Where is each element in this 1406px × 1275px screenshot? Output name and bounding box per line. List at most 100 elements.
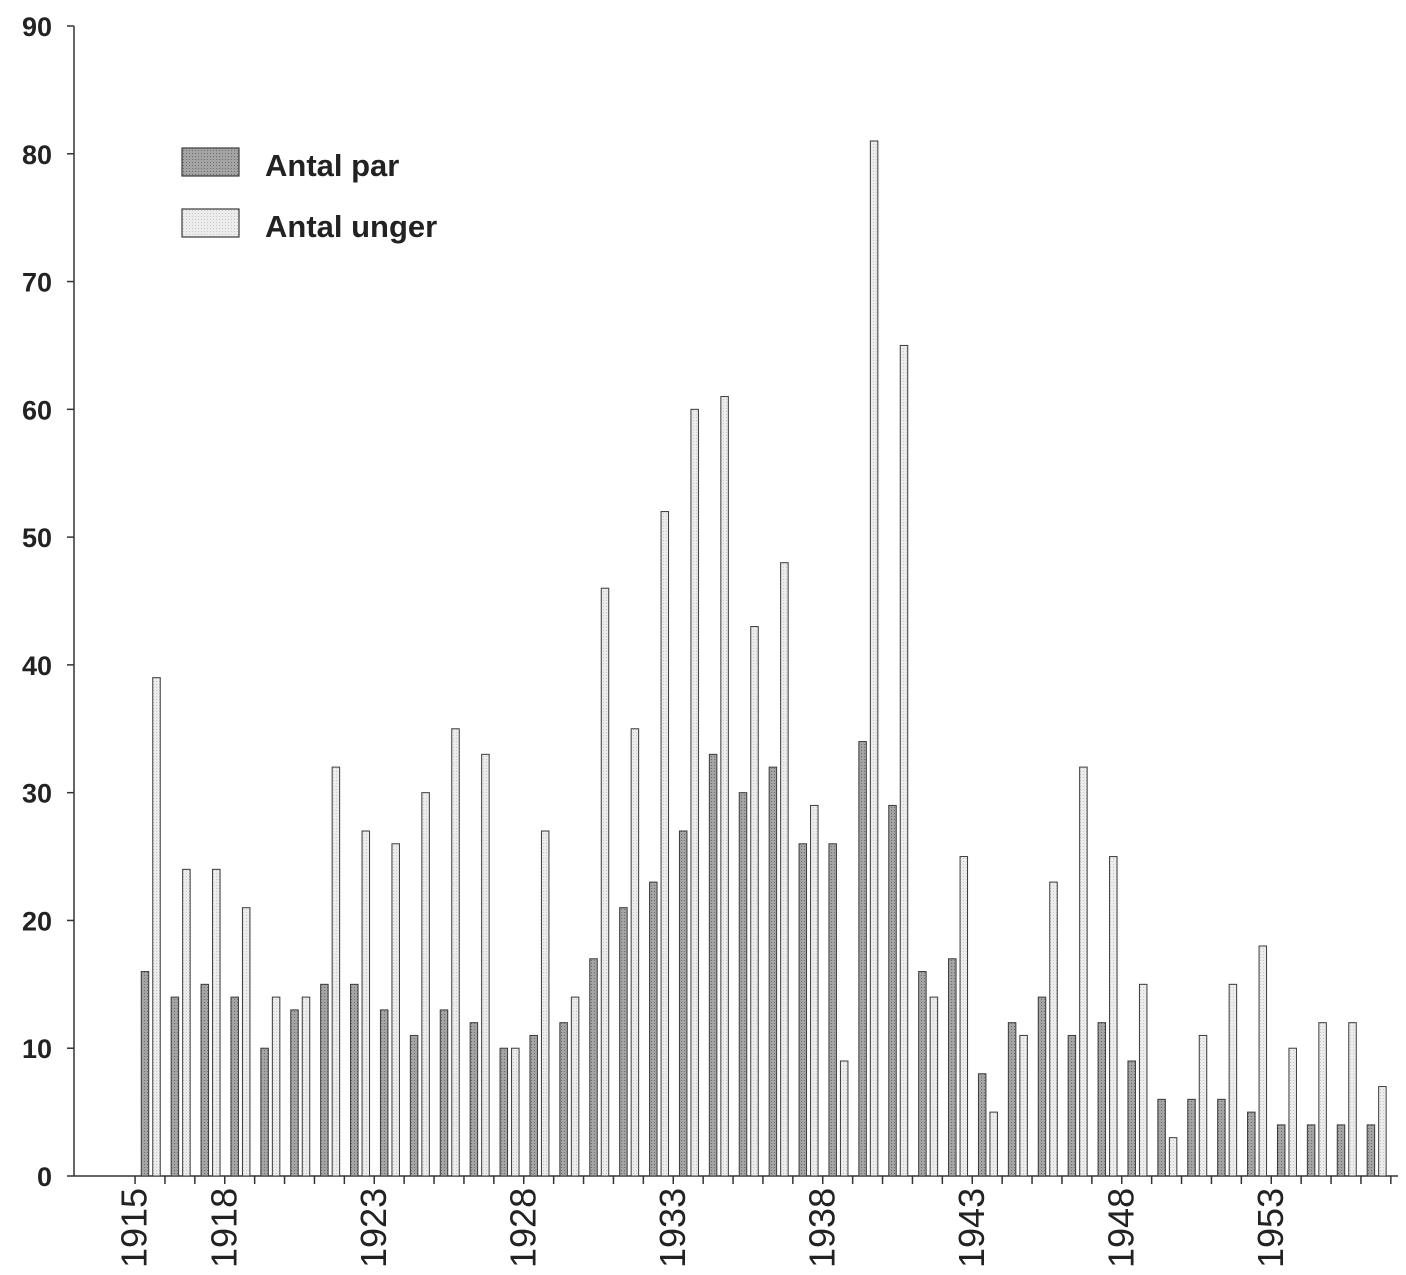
bar-antal-par-1946 (1068, 1035, 1076, 1176)
bar-antal-unger-1945 (1050, 882, 1058, 1176)
bar-antal-par-1921 (321, 984, 329, 1176)
y-tick-label: 50 (22, 523, 52, 553)
bar-antal-unger-1918 (242, 908, 250, 1176)
y-tick-label: 40 (22, 651, 52, 681)
legend: Antal par Antal unger (182, 148, 437, 244)
bar-antal-unger-1950 (1199, 1035, 1207, 1176)
bar-antal-par-1937 (799, 844, 807, 1176)
bar-antal-par-1947 (1098, 1023, 1106, 1176)
x-tick-label: 1933 (652, 1188, 693, 1268)
bar-antal-unger-1917 (213, 869, 221, 1176)
legend-swatch (182, 209, 239, 237)
bar-antal-unger-1916 (183, 869, 191, 1176)
y-tick-label: 90 (22, 12, 52, 42)
x-axis: 1915 1918 1923 1928 1933 1938 1943 1948 1953 (74, 1176, 1398, 1268)
x-tick-label: 1915 (114, 1188, 155, 1268)
bar-antal-par-1933 (679, 831, 687, 1176)
y-tick-label: 60 (22, 395, 52, 425)
bar-antal-unger-1956 (1379, 1087, 1387, 1176)
bar-antal-par-1927 (500, 1048, 508, 1176)
bar-antal-unger-1949 (1169, 1138, 1177, 1176)
bar-antal-unger-1921 (332, 767, 340, 1176)
bar-antal-unger-1915 (153, 678, 161, 1176)
bar-antal-unger-1920 (302, 997, 310, 1176)
bar-antal-unger-1933 (691, 409, 699, 1176)
bar-antal-par-1915 (141, 972, 149, 1176)
bars (141, 141, 1386, 1176)
bar-antal-unger-1953 (1289, 1048, 1297, 1176)
bar-antal-unger-1927 (512, 1048, 520, 1176)
bar-antal-unger-1936 (781, 563, 789, 1176)
bar-antal-unger-1939 (870, 141, 878, 1176)
legend-label: Antal unger (265, 209, 437, 244)
bar-antal-par-1938 (829, 844, 837, 1176)
bar-antal-unger-1942 (960, 857, 968, 1176)
y-tick-label: 20 (22, 906, 52, 936)
bar-antal-par-1939 (859, 742, 867, 1176)
bar-antal-par-1925 (440, 1010, 448, 1176)
bar-antal-par-1935 (739, 793, 747, 1176)
bar-antal-par-1940 (889, 805, 897, 1176)
bar-antal-par-1931 (620, 908, 628, 1176)
bar-antal-par-1924 (410, 1035, 418, 1176)
bar-antal-par-1950 (1188, 1099, 1196, 1176)
bar-antal-par-1929 (560, 1023, 568, 1176)
bar-antal-unger-1928 (541, 831, 549, 1176)
bar-antal-unger-1929 (571, 997, 579, 1176)
bar-antal-par-1948 (1128, 1061, 1136, 1176)
x-tick-label: 1938 (801, 1188, 842, 1268)
bar-antal-par-1956 (1367, 1125, 1375, 1176)
bar-antal-par-1945 (1038, 997, 1046, 1176)
bar-antal-par-1936 (769, 767, 777, 1176)
bar-antal-unger-1930 (601, 588, 609, 1176)
bar-antal-unger-1919 (272, 997, 280, 1176)
bar-antal-unger-1922 (362, 831, 370, 1176)
x-tick-label: 1918 (203, 1188, 244, 1268)
bar-antal-unger-1952 (1259, 946, 1267, 1176)
bar-antal-unger-1948 (1139, 984, 1147, 1176)
x-tick-label: 1953 (1250, 1188, 1291, 1268)
bar-antal-par-1943 (978, 1074, 986, 1176)
bar-antal-unger-1947 (1110, 857, 1118, 1176)
bar-antal-par-1944 (1008, 1023, 1016, 1176)
y-tick-label: 80 (22, 140, 52, 170)
bar-antal-unger-1931 (631, 729, 639, 1176)
bar-antal-par-1941 (919, 972, 927, 1176)
bar-antal-par-1932 (650, 882, 658, 1176)
x-tick-label: 1943 (951, 1188, 992, 1268)
bar-antal-unger-1944 (1020, 1035, 1028, 1176)
bar-antal-par-1928 (530, 1035, 538, 1176)
bar-antal-par-1952 (1248, 1112, 1256, 1176)
bar-antal-par-1934 (709, 754, 717, 1176)
bar-antal-unger-1941 (930, 997, 938, 1176)
bar-antal-unger-1940 (900, 345, 908, 1176)
bar-antal-par-1916 (171, 997, 179, 1176)
bar-antal-par-1926 (470, 1023, 478, 1176)
bar-antal-par-1953 (1277, 1125, 1285, 1176)
legend-swatch (182, 148, 239, 176)
x-tick-label: 1928 (502, 1188, 543, 1268)
y-axis: 0 10 20 30 40 50 60 70 80 90 (22, 12, 74, 1192)
bar-antal-par-1918 (231, 997, 239, 1176)
bar-antal-par-1919 (261, 1048, 269, 1176)
bar-antal-unger-1938 (840, 1061, 848, 1176)
x-tick-label: 1923 (353, 1188, 394, 1268)
bar-antal-unger-1951 (1229, 984, 1237, 1176)
bar-antal-unger-1924 (422, 793, 430, 1176)
y-tick-label: 10 (22, 1034, 52, 1064)
y-tick-label: 30 (22, 779, 52, 809)
bar-antal-unger-1946 (1080, 767, 1088, 1176)
bar-antal-unger-1932 (661, 512, 669, 1176)
bar-antal-unger-1955 (1349, 1023, 1357, 1176)
bar-antal-unger-1925 (452, 729, 460, 1176)
y-tick-label: 70 (22, 268, 52, 298)
bar-antal-par-1955 (1337, 1125, 1345, 1176)
legend-label: Antal par (265, 148, 399, 183)
bar-antal-unger-1954 (1319, 1023, 1327, 1176)
bar-antal-unger-1935 (751, 627, 759, 1176)
bar-antal-par-1942 (949, 959, 957, 1176)
bar-antal-par-1930 (590, 959, 598, 1176)
bar-antal-par-1920 (291, 1010, 299, 1176)
x-tick-label: 1948 (1100, 1188, 1141, 1268)
